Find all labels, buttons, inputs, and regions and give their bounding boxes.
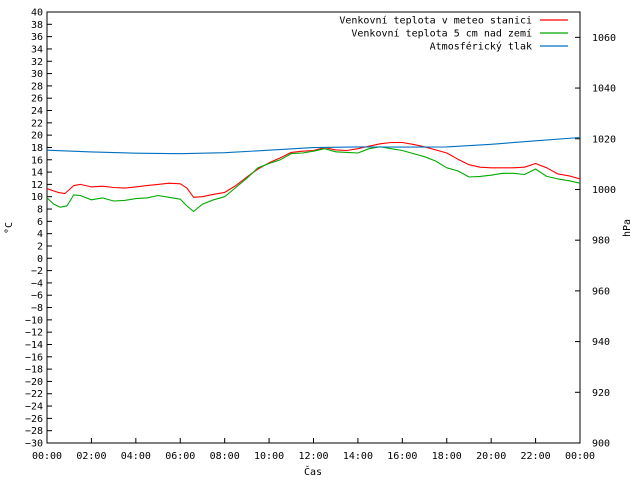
x-tick-label: 06:00 (165, 451, 195, 462)
y-left-tick-label: 38 (31, 20, 43, 31)
series-line-2 (46, 146, 581, 213)
x-tick-label: 18:00 (432, 451, 462, 462)
y-right-tick-label: 1020 (592, 134, 616, 145)
y-right-tick-label: 1060 (592, 33, 616, 44)
y-left-tick-label: −6 (31, 291, 43, 302)
legend-label-2: Venkovní teplota 5 cm nad zemí (351, 28, 532, 40)
y-left-tick-label: −2 (31, 266, 43, 277)
y-left-tick-label: 36 (31, 32, 43, 43)
y-left-tick-label: 6 (37, 217, 43, 228)
y-left-tick-label: 14 (31, 168, 43, 179)
y-left-tick-label: 2 (37, 241, 43, 252)
y-left-tick-label: −8 (31, 303, 43, 314)
y-left-tick-label: 30 (31, 69, 43, 80)
legend: Venkovní teplota v meteo staniciVenkovní… (339, 15, 568, 53)
x-tick-label: 08:00 (210, 451, 240, 462)
y-left-tick-label: 24 (31, 106, 43, 117)
y-right-tick-label: 980 (592, 236, 610, 247)
y-left-tick-label: 12 (31, 180, 43, 191)
plot-frame (46, 11, 581, 444)
y-right-tick-label: 900 (592, 439, 610, 450)
y-right-tick-label: 960 (592, 286, 610, 297)
x-tick-label: 20:00 (476, 451, 506, 462)
y-right-tick-label: 940 (592, 337, 610, 348)
series-line-3 (46, 136, 581, 155)
y-left-tick-label: −16 (25, 352, 43, 363)
y-left-tick-label: 18 (31, 143, 43, 154)
y-left-tick-label: −20 (25, 377, 43, 388)
y-left-tick-label: 40 (31, 8, 43, 19)
y-left-tick-label: −28 (25, 426, 43, 437)
y-left-tick-label: 4 (37, 229, 43, 240)
y-left-tick-label: −18 (25, 365, 43, 376)
y-left-tick-label: −4 (31, 278, 43, 289)
y-right-tick-label: 1000 (592, 185, 616, 196)
x-tick-label: 02:00 (76, 451, 106, 462)
y-right-tick-label: 1040 (592, 84, 616, 95)
y-left-tick-label: −14 (25, 340, 43, 351)
y-left-tick-label: 0 (37, 254, 43, 265)
x-axis-label: Čas (304, 465, 322, 478)
x-tick-label: 14:00 (343, 451, 373, 462)
y-left-tick-label: −10 (25, 315, 43, 326)
x-tick-label: 00:00 (565, 451, 595, 462)
y-axis-label-right: hPa (622, 219, 633, 237)
y-left-tick-label: 32 (31, 57, 43, 68)
x-tick-label: 12:00 (298, 451, 328, 462)
y-left-tick-label: 8 (37, 205, 43, 216)
y-left-tick-label: 28 (31, 81, 43, 92)
legend-label-3: Atmosférický tlak (430, 41, 532, 53)
y-left-tick-label: 26 (31, 94, 43, 105)
y-left-tick-label: −30 (25, 439, 43, 450)
y-left-tick-label: 16 (31, 155, 43, 166)
x-tick-label: 10:00 (254, 451, 284, 462)
y-left-tick-label: 22 (31, 118, 43, 129)
legend-label-1: Venkovní teplota v meteo stanici (339, 15, 532, 27)
y-left-tick-label: −22 (25, 389, 43, 400)
series-line-1 (46, 141, 581, 198)
x-tick-label: 22:00 (521, 451, 551, 462)
y-left-tick-label: −24 (25, 402, 43, 413)
y-left-tick-label: 34 (31, 44, 43, 55)
y-left-tick-label: 20 (31, 131, 43, 142)
y-left-tick-label: 10 (31, 192, 43, 203)
y-left-tick-label: −12 (25, 328, 43, 339)
x-tick-label: 00:00 (32, 451, 62, 462)
y-right-tick-label: 920 (592, 388, 610, 399)
y-left-tick-label: −26 (25, 414, 43, 425)
x-tick-label: 16:00 (387, 451, 417, 462)
y-axis-label-left: °C (4, 222, 15, 234)
x-tick-label: 04:00 (121, 451, 151, 462)
